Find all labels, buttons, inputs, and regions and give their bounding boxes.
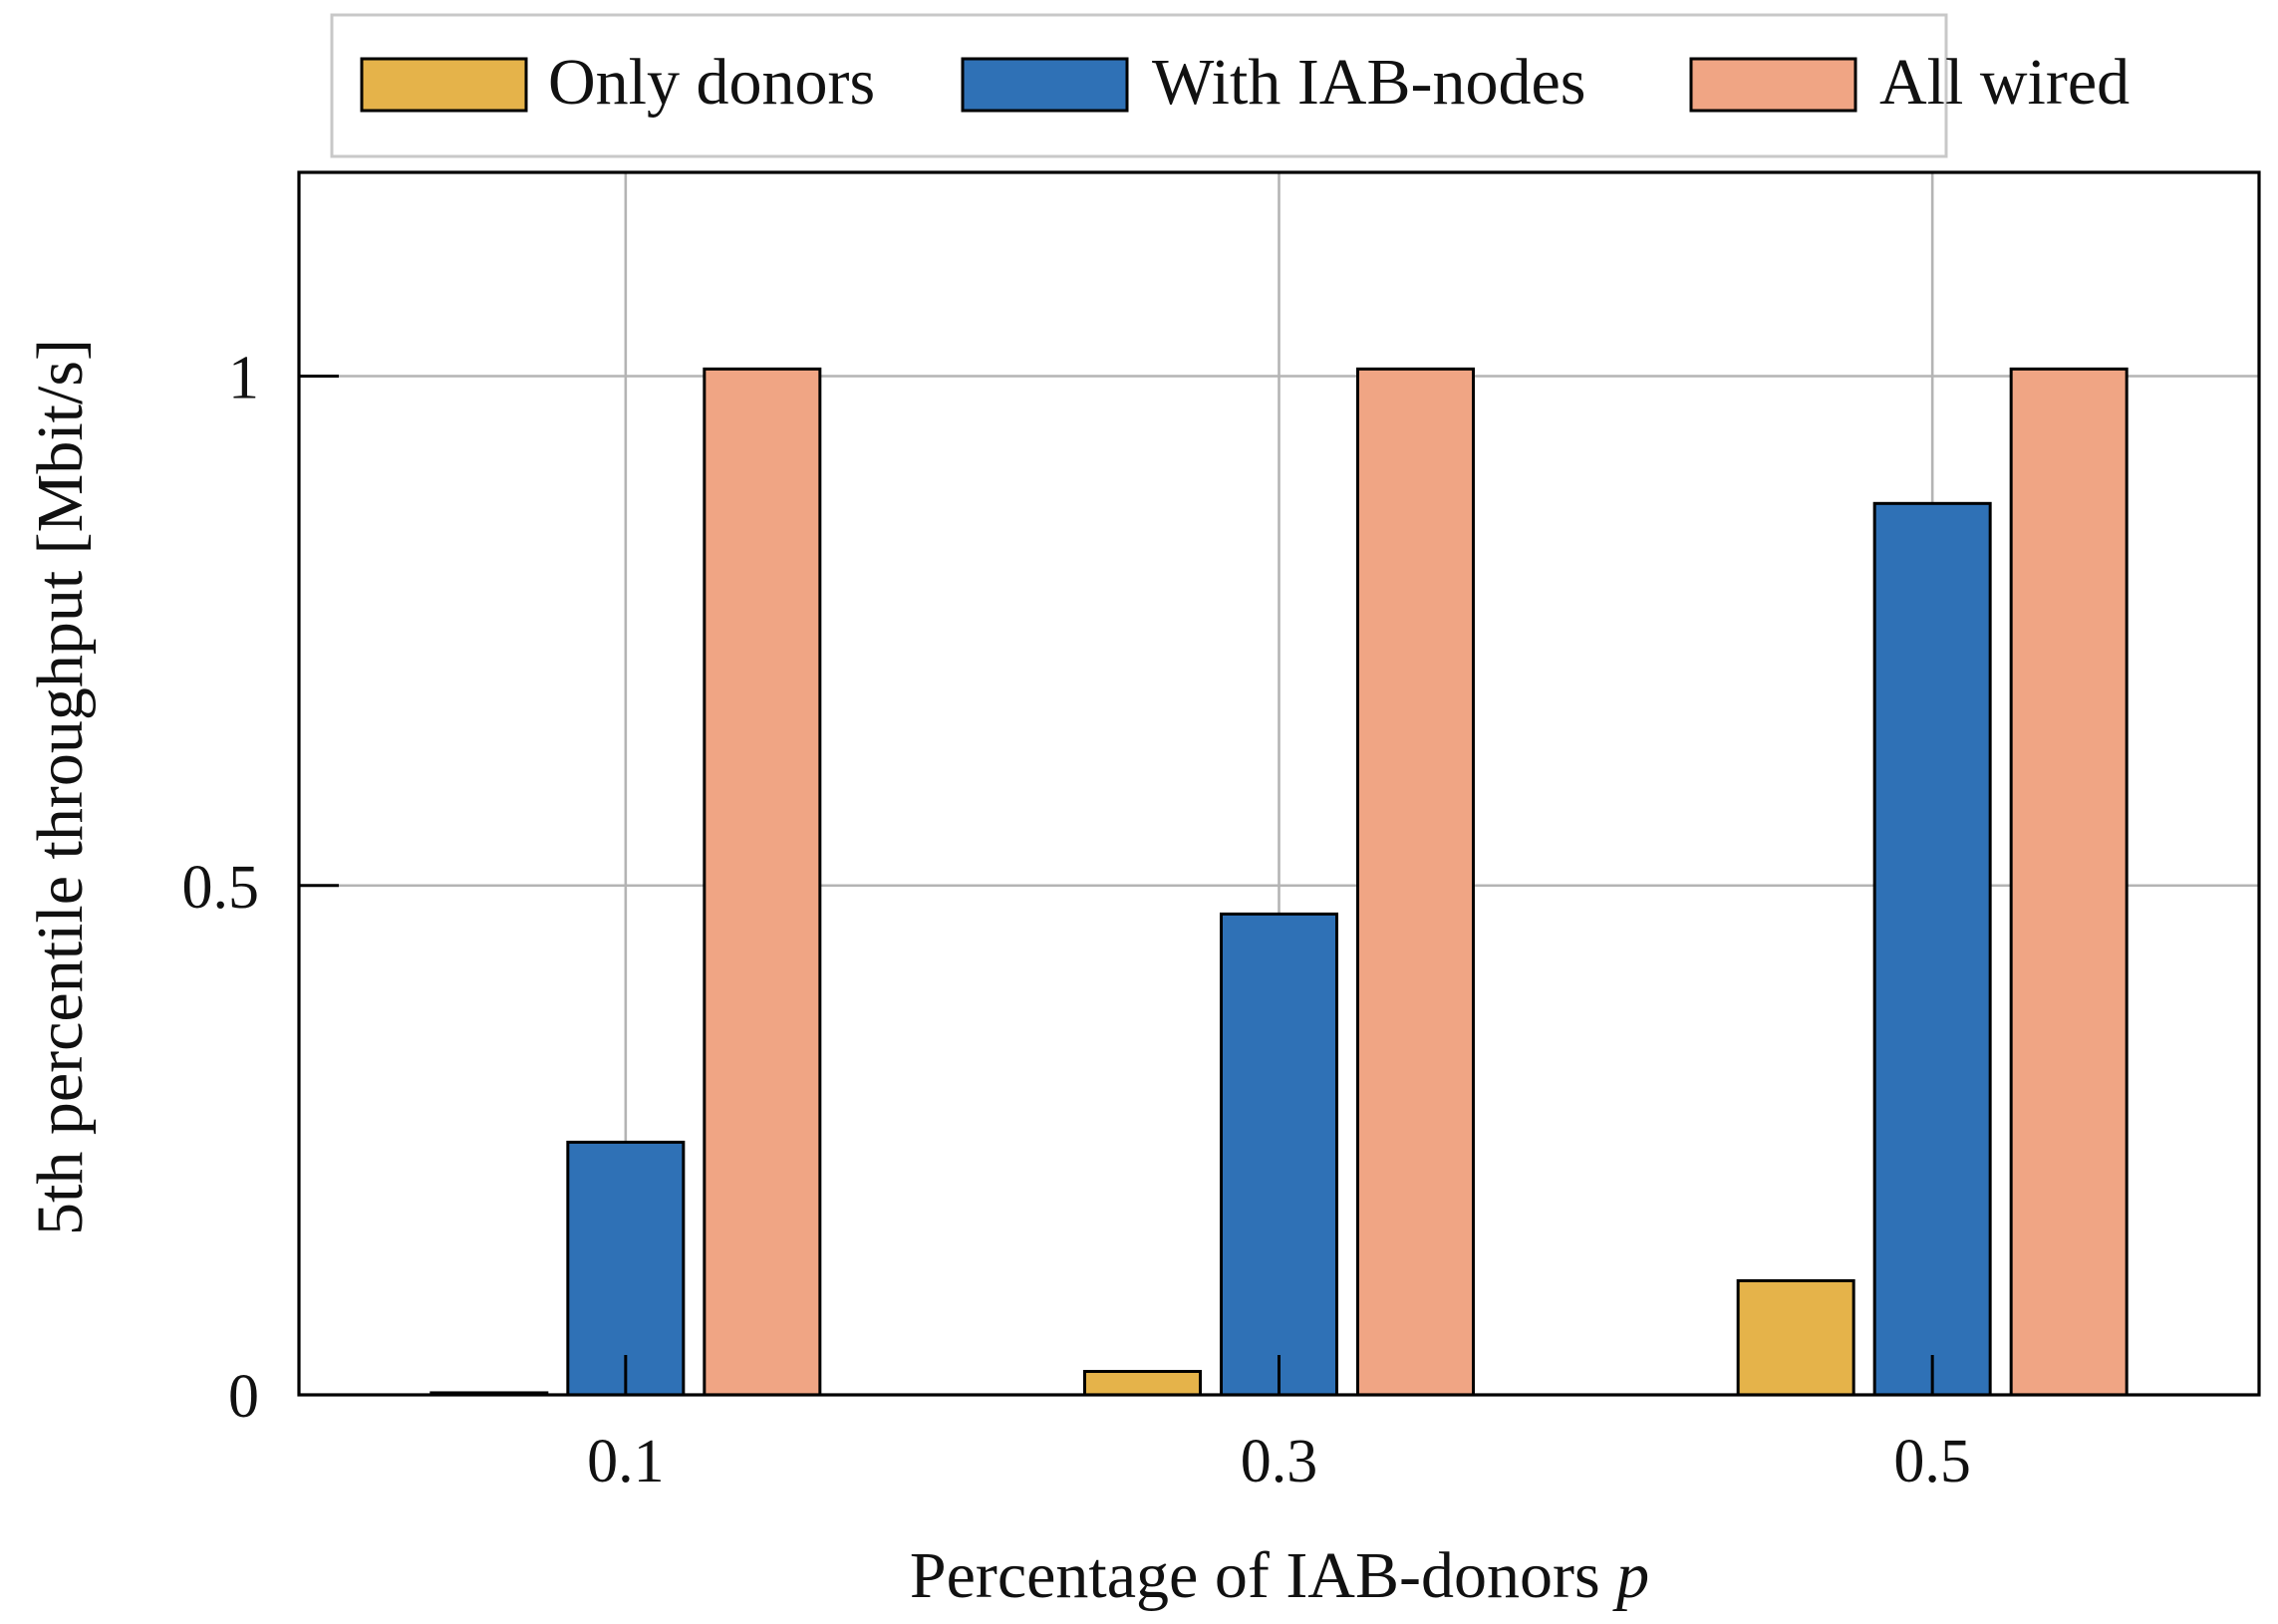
legend-swatch-with-iab-nodes bbox=[961, 57, 1129, 113]
bar-with-iab-nodes-0.1 bbox=[566, 1140, 686, 1397]
bar-only-donors-0.5 bbox=[1736, 1278, 1855, 1397]
bar-only-donors-0.3 bbox=[1083, 1369, 1202, 1397]
bar-all-wired-0.1 bbox=[703, 367, 822, 1397]
y-tick-label: 1 bbox=[228, 345, 259, 412]
bars bbox=[429, 367, 2129, 1397]
y-tick-label: 0 bbox=[228, 1363, 259, 1431]
x-axis-label: Percentage of IAB-donors p bbox=[910, 1539, 1649, 1612]
bar-with-iab-nodes-0.3 bbox=[1220, 912, 1338, 1397]
x-axis-label-text: Percentage of IAB-donors bbox=[910, 1539, 1600, 1612]
legend-label-with-iab-nodes: With IAB-nodes bbox=[1152, 46, 1585, 119]
legend: Only donors With IAB-nodes All wired bbox=[330, 13, 2130, 158]
legend-frame bbox=[330, 13, 1948, 158]
y-tick-label: 0.5 bbox=[182, 854, 260, 922]
bar-with-iab-nodes-0.5 bbox=[1872, 501, 1992, 1397]
x-axis-label-variable: p bbox=[1612, 1539, 1649, 1612]
y-axis-label: 5th percentile throughput [Mbit/s] bbox=[24, 339, 97, 1235]
legend-label-all-wired: All wired bbox=[1879, 46, 2130, 119]
legend-swatch-all-wired bbox=[1689, 57, 1857, 113]
plot-area: 00.51 0.1 0.3 0.5 bbox=[182, 170, 2261, 1495]
x-tick-label: 0.1 bbox=[587, 1428, 665, 1495]
x-axis-ticks: 0.1 0.3 0.5 bbox=[587, 1355, 1971, 1495]
legend-label-only-donors: Only donors bbox=[548, 46, 875, 119]
x-tick-label: 0.3 bbox=[1241, 1428, 1318, 1495]
bar-all-wired-0.5 bbox=[2009, 367, 2129, 1397]
legend-swatch-only-donors bbox=[360, 57, 528, 113]
bar-all-wired-0.3 bbox=[1356, 367, 1475, 1397]
x-tick-label: 0.5 bbox=[1893, 1428, 1971, 1495]
y-axis-ticks: 00.51 bbox=[182, 345, 339, 1431]
